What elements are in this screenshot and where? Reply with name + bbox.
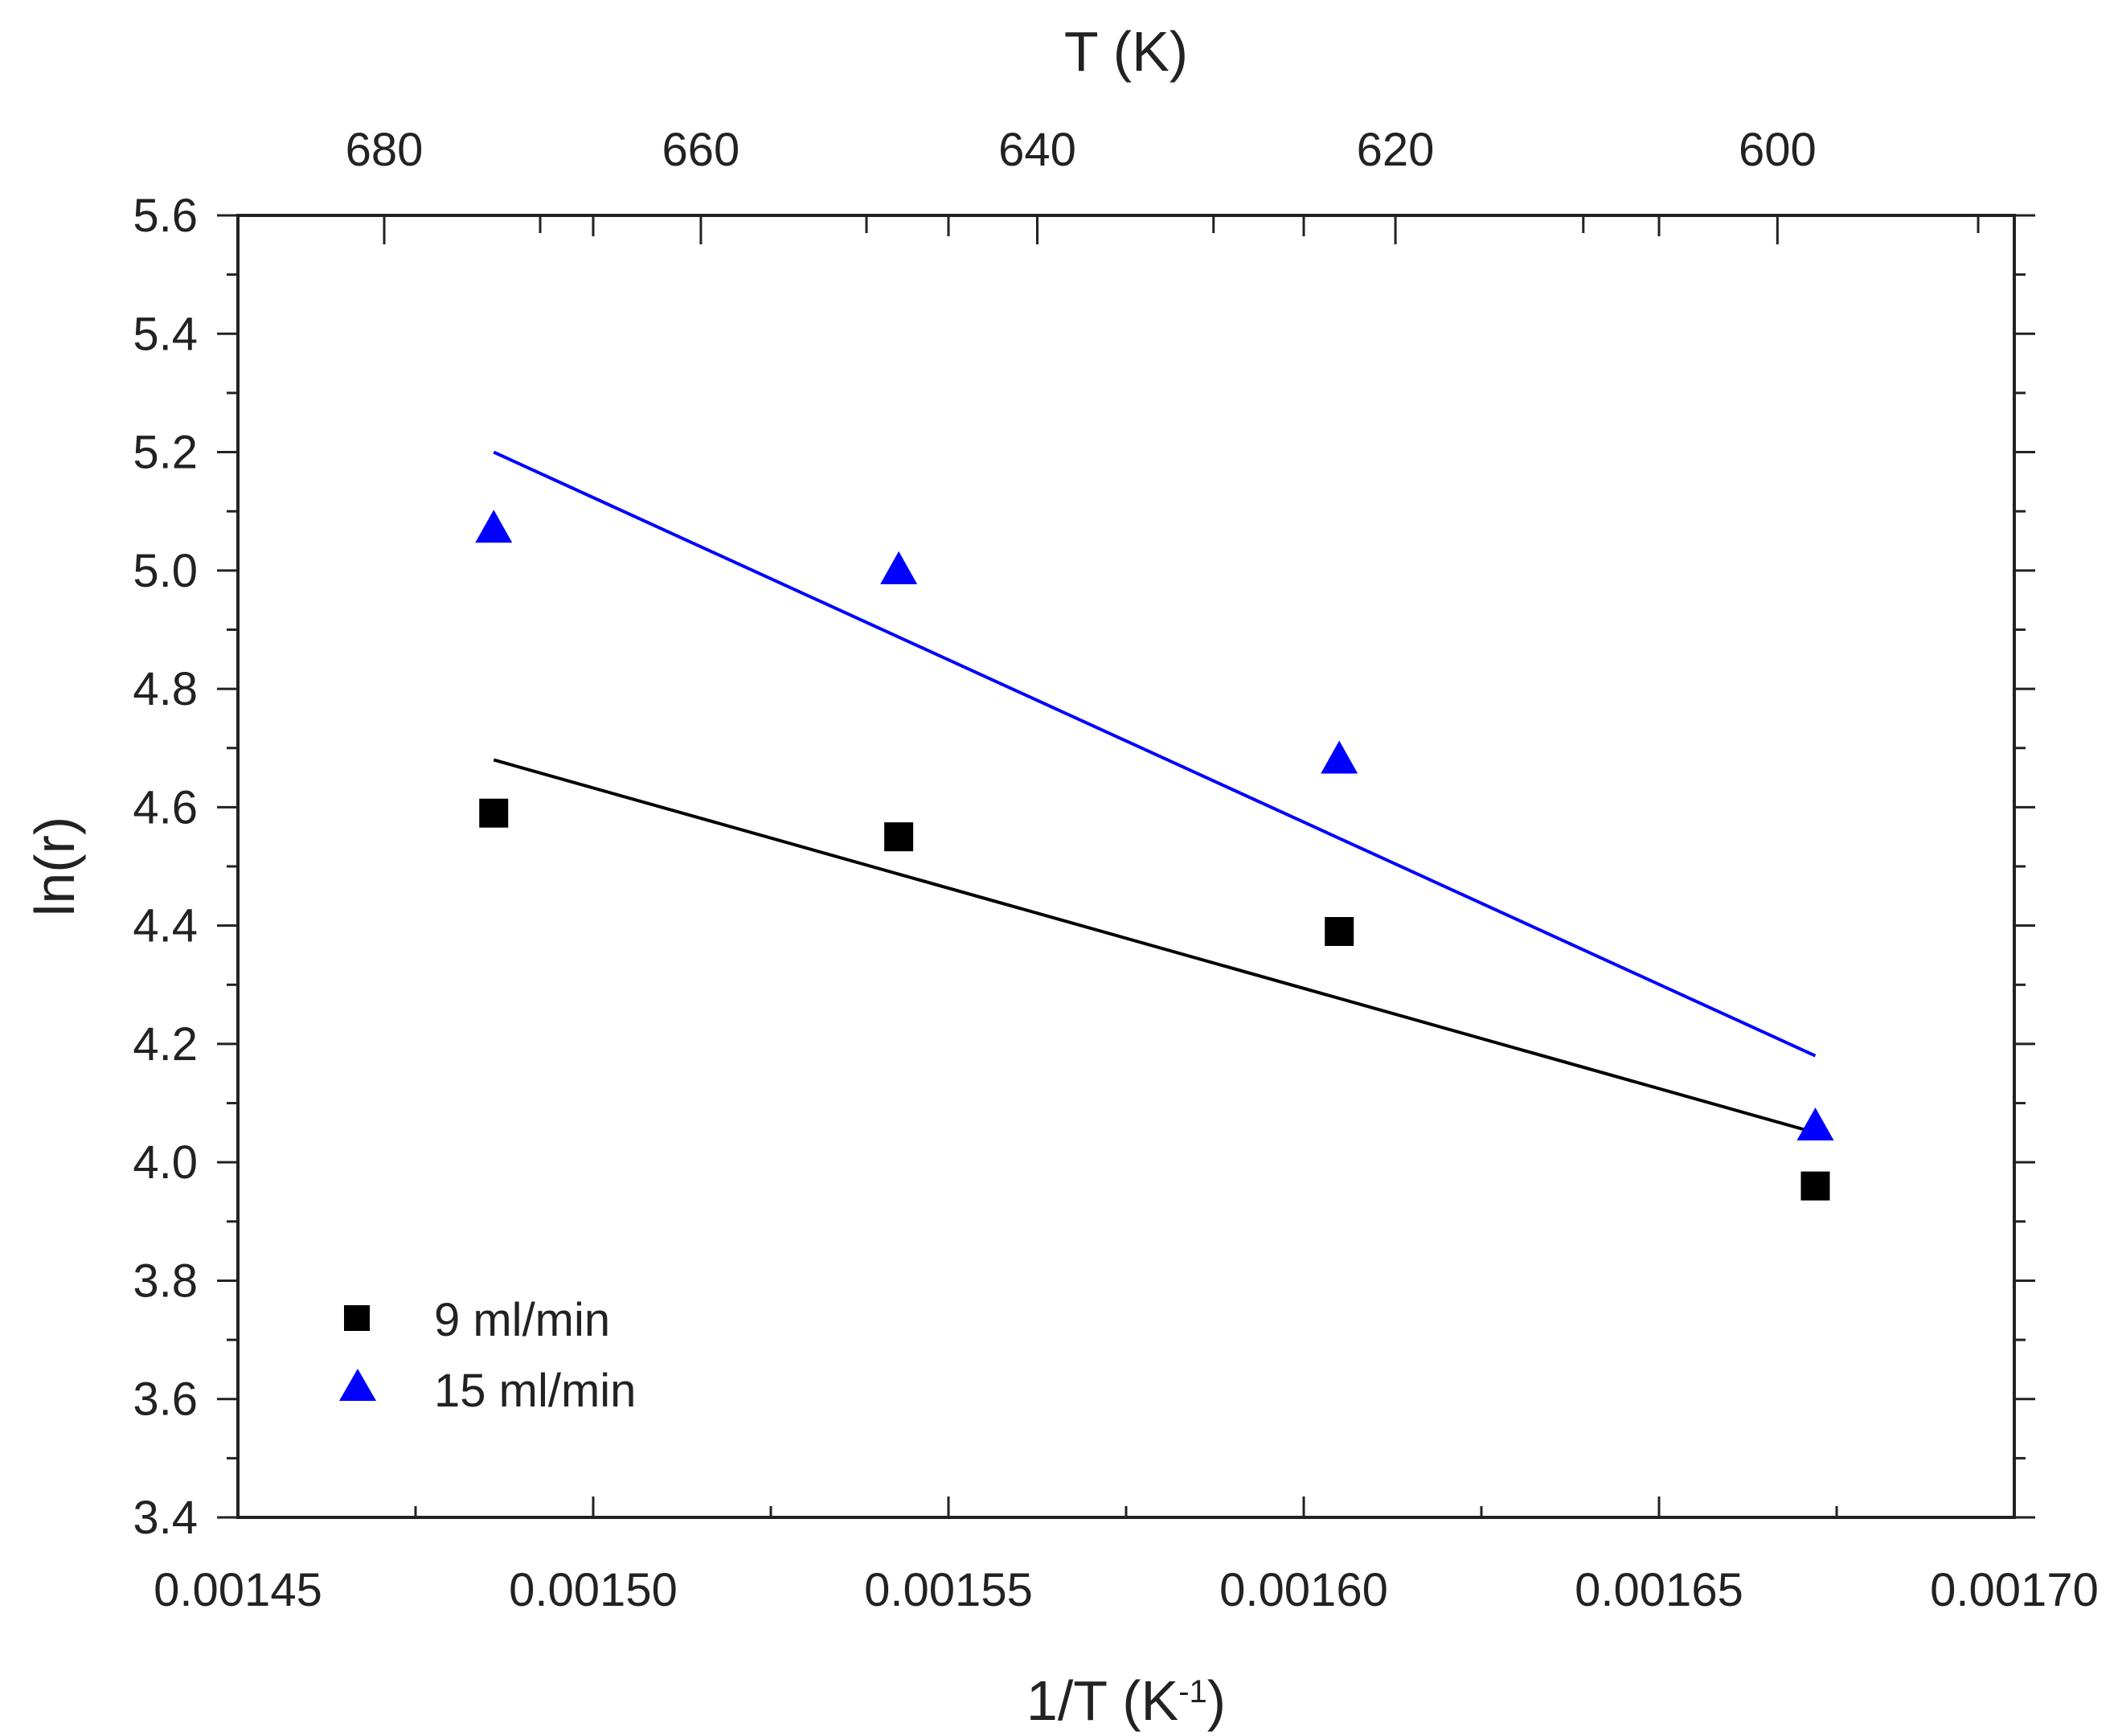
y-tick-label: 3.6 <box>133 1374 198 1426</box>
top-axis-title: T (K) <box>1064 20 1188 83</box>
x-axis-title-main: 1/T (K <box>1026 1669 1178 1732</box>
x-axis-title: 1/T (K-1) <box>1026 1669 1226 1732</box>
data-point-9-ml-min <box>884 822 914 852</box>
x-tick-label: 0.00165 <box>1575 1564 1743 1616</box>
y-tick-label: 5.0 <box>133 545 198 597</box>
top-tick-label: 680 <box>346 124 424 176</box>
y-tick-label: 3.4 <box>133 1492 198 1544</box>
legend-label-9-ml-min: 9 ml/min <box>434 1294 610 1346</box>
top-tick-label: 640 <box>998 124 1076 176</box>
data-point-9-ml-min <box>1325 917 1354 946</box>
data-point-15-ml-min <box>1321 740 1358 774</box>
x-tick-label: 0.00170 <box>1930 1564 2099 1616</box>
data-point-15-ml-min <box>475 510 513 543</box>
x-axis-title-tail: ) <box>1207 1669 1226 1732</box>
x-tick-label: 0.00145 <box>154 1564 322 1616</box>
x-tick-label: 0.00150 <box>509 1564 678 1616</box>
x-tick-label: 0.00160 <box>1219 1564 1388 1616</box>
data-point-15-ml-min <box>1796 1108 1834 1140</box>
data-point-15-ml-min <box>880 551 918 584</box>
y-tick-label: 3.8 <box>133 1255 198 1307</box>
data-point-9-ml-min <box>1800 1171 1830 1201</box>
top-tick-label: 660 <box>662 124 740 176</box>
fit-lines <box>493 450 1817 1135</box>
axis-ticks <box>217 214 2035 1519</box>
legend-label-15-ml-min: 15 ml/min <box>434 1365 636 1417</box>
y-axis-title: ln(r) <box>23 817 86 916</box>
data-points <box>475 510 1834 1201</box>
y-tick-label: 5.4 <box>133 308 198 360</box>
x-tick-label: 0.00155 <box>864 1564 1033 1616</box>
legend: 9 ml/min 15 ml/min <box>339 1294 636 1417</box>
top-tick-label: 620 <box>1357 124 1435 176</box>
top-tick-label: 600 <box>1739 124 1817 176</box>
data-point-9-ml-min <box>479 798 509 828</box>
y-tick-label: 5.6 <box>133 190 198 242</box>
tick-labels: 0.00145 0.00150 0.00155 0.00160 0.00165 0.001… <box>133 124 2098 1616</box>
y-tick-label: 4.8 <box>133 663 198 715</box>
fit-line-15-ml-min <box>493 450 1817 1058</box>
y-tick-label: 4.2 <box>133 1018 198 1071</box>
y-tick-label: 4.0 <box>133 1136 198 1189</box>
y-tick-label: 4.6 <box>133 781 198 833</box>
fit-line-9-ml-min <box>493 758 1817 1135</box>
y-tick-label: 5.2 <box>133 427 198 479</box>
y-tick-label: 4.4 <box>133 900 198 952</box>
legend-marker-9-ml-min <box>344 1305 370 1331</box>
legend-marker-15-ml-min <box>339 1369 376 1401</box>
x-axis-title-sup: -1 <box>1178 1674 1207 1709</box>
